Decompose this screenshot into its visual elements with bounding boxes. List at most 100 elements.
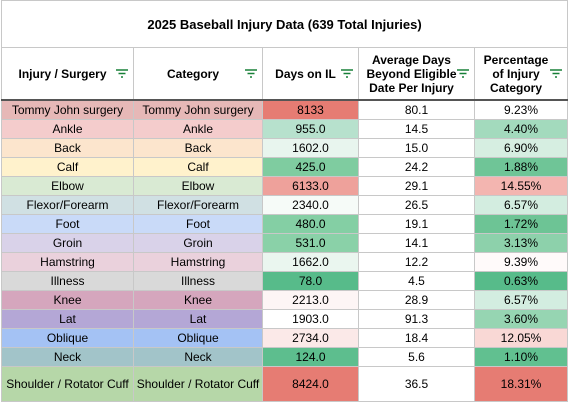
header-cell: Days on IL — [262, 47, 359, 101]
filter-icon[interactable] — [457, 69, 469, 78]
cell: 29.1 — [358, 176, 475, 196]
cell: Neck — [133, 347, 263, 367]
cell: 425.0 — [262, 157, 359, 177]
cell: Neck — [1, 347, 134, 367]
cell: 14.55% — [473, 176, 569, 196]
cell: 9.39% — [473, 252, 569, 272]
data-row: Calf Calf 425.0 24.2 1.88% — [1, 157, 569, 177]
cell: 1.10% — [473, 347, 569, 367]
cell: 2340.0 — [262, 195, 359, 215]
header-cell: Injury / Surgery — [1, 47, 134, 101]
filter-icon[interactable] — [550, 69, 563, 78]
data-row: Elbow Elbow 6133.0 29.1 14.55% — [1, 176, 569, 196]
cell: Back — [1, 138, 134, 158]
header-row: Injury / Surgery Category Days on IL Averag… — [1, 47, 569, 101]
cell: 2213.0 — [262, 290, 359, 310]
data-row: Foot Foot 480.0 19.1 1.72% — [1, 214, 569, 234]
cell: 28.9 — [358, 290, 475, 310]
cell: 26.5 — [358, 195, 475, 215]
cell: Knee — [1, 290, 134, 310]
filter-icon[interactable] — [245, 69, 257, 78]
cell: 531.0 — [262, 233, 359, 253]
cell: 4.5 — [358, 271, 475, 291]
data-row: Shoulder / Rotator Cuff Shoulder / Rotato… — [1, 366, 569, 402]
title-row: 2025 Baseball Injury Data (639 Total Inj… — [0, 0, 569, 48]
cell: 80.1 — [358, 99, 475, 120]
cell: 18.4 — [358, 328, 475, 348]
header-text: Percentage of Injury Category — [483, 52, 549, 95]
cell: 8133 — [262, 99, 359, 120]
cell: Foot — [133, 214, 263, 234]
data-row: Illness Illness 78.0 4.5 0.63% — [1, 271, 569, 291]
cell: 19.1 — [358, 214, 475, 234]
cell: 480.0 — [262, 214, 359, 234]
cell: 3.60% — [473, 309, 569, 329]
cell: 1.72% — [473, 214, 569, 234]
data-row: Tommy John surgery Tommy John surgery 8133… — [1, 99, 569, 120]
cell: 24.2 — [358, 157, 475, 177]
cell: 124.0 — [262, 347, 359, 367]
data-row: Back Back 1602.0 15.0 6.90% — [1, 138, 569, 158]
cell: 5.6 — [358, 347, 475, 367]
cell: Flexor/Forearm — [133, 195, 263, 215]
cell: 6.57% — [473, 195, 569, 215]
cell: Foot — [1, 214, 134, 234]
data-row: Hamstring Hamstring 1662.0 12.2 9.39% — [1, 252, 569, 272]
cell: 1602.0 — [262, 138, 359, 158]
cell: 1.88% — [473, 157, 569, 177]
data-row: Ankle Ankle 955.0 14.5 4.40% — [1, 119, 569, 139]
cell: 12.05% — [473, 328, 569, 348]
data-row: Oblique Oblique 2734.0 18.4 12.05% — [1, 328, 569, 348]
cell: Hamstring — [133, 252, 263, 272]
cell: Illness — [133, 271, 263, 291]
cell: 6133.0 — [262, 176, 359, 196]
header-cell: Category — [133, 47, 263, 101]
cell: 2734.0 — [262, 328, 359, 348]
cell: Lat — [1, 309, 134, 329]
data-row: Flexor/Forearm Flexor/Forearm 2340.0 26.5 6.… — [1, 195, 569, 215]
cell: 18.31% — [473, 366, 569, 402]
cell: Lat — [133, 309, 263, 329]
header-cell: Percentage of Injury Category — [473, 47, 569, 101]
header-cell: Average Days Beyond Eligible Date Per In… — [358, 47, 475, 101]
cell: 1903.0 — [262, 309, 359, 329]
cell: 78.0 — [262, 271, 359, 291]
data-row: Groin Groin 531.0 14.1 3.13% — [1, 233, 569, 253]
header-text: Category — [166, 66, 219, 81]
cell: Oblique — [133, 328, 263, 348]
cell: Elbow — [1, 176, 134, 196]
cell: Hamstring — [1, 252, 134, 272]
header-text: Injury / Surgery — [18, 66, 107, 81]
cell: 0.63% — [473, 271, 569, 291]
cell: 9.23% — [473, 99, 569, 120]
cell: Shoulder / Rotator Cuff — [133, 366, 263, 402]
data-row: Knee Knee 2213.0 28.9 6.57% — [1, 290, 569, 310]
cell: Knee — [133, 290, 263, 310]
filter-icon[interactable] — [116, 69, 128, 78]
header-text: Average Days Beyond Eligible Date Per In… — [366, 52, 457, 95]
cell: 8424.0 — [262, 366, 359, 402]
header-text: Days on IL — [275, 66, 336, 81]
cell: Illness — [1, 271, 134, 291]
data-row: Neck Neck 124.0 5.6 1.10% — [1, 347, 569, 367]
cell: Flexor/Forearm — [1, 195, 134, 215]
cell: Ankle — [1, 119, 134, 139]
cell: 14.1 — [358, 233, 475, 253]
cell: 3.13% — [473, 233, 569, 253]
cell: Tommy John surgery — [1, 99, 134, 120]
cell: 4.40% — [473, 119, 569, 139]
cell: 6.90% — [473, 138, 569, 158]
cell: 14.5 — [358, 119, 475, 139]
cell: 15.0 — [358, 138, 475, 158]
cell: Calf — [1, 157, 134, 177]
table-title: 2025 Baseball Injury Data (639 Total Inj… — [0, 0, 569, 48]
cell: Groin — [133, 233, 263, 253]
cell: 36.5 — [358, 366, 475, 402]
filter-icon[interactable] — [341, 69, 353, 78]
cell: Tommy John surgery — [133, 99, 263, 120]
cell: Ankle — [133, 119, 263, 139]
cell: Calf — [133, 157, 263, 177]
cell: Groin — [1, 233, 134, 253]
